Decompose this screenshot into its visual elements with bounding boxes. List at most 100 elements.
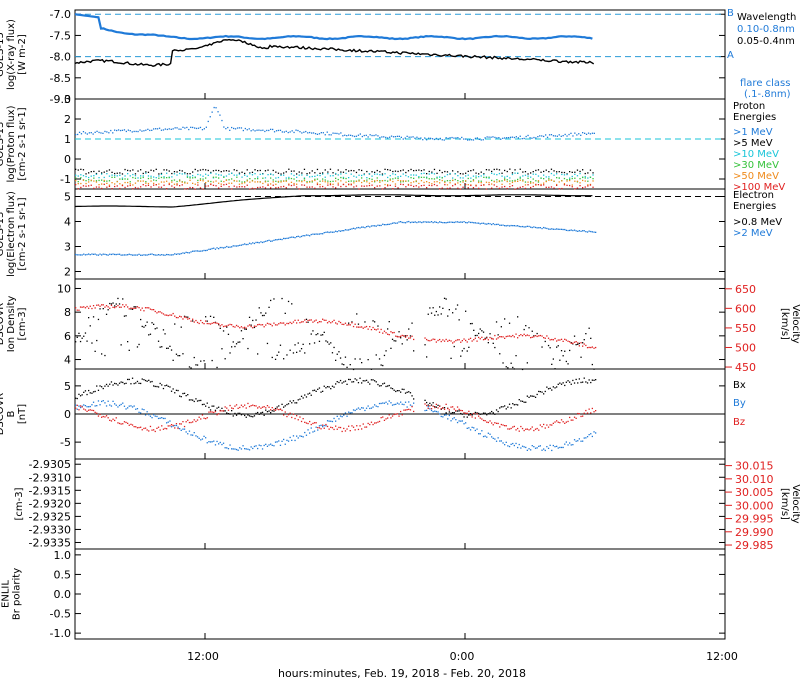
series-velocity-point [151, 309, 153, 311]
series-by-point [253, 445, 256, 448]
series-by-point [175, 424, 178, 427]
series-velocity-point [133, 307, 135, 309]
series-by-point [247, 448, 249, 450]
series-proton-2-point [311, 181, 313, 183]
series-bx-point [131, 377, 134, 379]
series-by-point [159, 417, 161, 419]
series-proton-0-point [400, 170, 402, 172]
series-electron-2mev-point [172, 254, 174, 256]
series-proton-2-point [241, 181, 243, 183]
series-proton-1mev-point [529, 137, 531, 139]
series-proton-1mev-point [369, 134, 371, 136]
series-by-point [305, 434, 308, 436]
series-bz-point [331, 427, 334, 429]
series-proton-0-point [259, 169, 261, 172]
series-electron-2mev-point [531, 226, 533, 229]
series-proton-1mev-point [330, 134, 332, 136]
series-electron-2mev-point [307, 234, 309, 236]
series-by-point [161, 417, 163, 419]
series-proton-4-point [251, 187, 254, 189]
series-electron-2mev-point [382, 223, 384, 225]
series-proton-3-point [129, 183, 131, 185]
series-ion-density-point [453, 345, 455, 348]
series-bz-point [554, 421, 556, 423]
series-by-point [245, 448, 247, 450]
y-axis-label: DSCOVR Ion Density [cm-3] [0, 296, 28, 353]
series-proton-4-point [192, 187, 194, 189]
series-proton-1-point [215, 173, 217, 175]
series-velocity-point [273, 322, 275, 324]
series-proton-1mev-point [584, 132, 586, 134]
series-by-point [135, 408, 137, 410]
y2-tick-label: 650 [735, 283, 756, 296]
series-bx-point [430, 404, 433, 406]
series-ion-density-point [484, 337, 486, 339]
series-bz-point [286, 415, 288, 418]
series-bz-point [115, 417, 117, 419]
series-proton-3-point [77, 183, 79, 185]
series-bx-point [123, 383, 126, 385]
series-by-point [174, 424, 176, 427]
y-label-line: [nT] [17, 404, 28, 424]
series-bx-point [94, 390, 96, 393]
series-velocity-point [115, 306, 117, 308]
series-electron-2mev-point [287, 237, 290, 239]
series-electron-2mev-point [211, 247, 213, 250]
series-proton-1mev-point [539, 135, 541, 137]
series-bz-point [560, 419, 563, 421]
series-bz-point [109, 419, 111, 421]
series-proton-1mev-point [275, 130, 278, 132]
series-proton-1-point [267, 174, 269, 176]
series-proton-4-point [111, 188, 113, 190]
series-by-point [133, 405, 135, 407]
series-by-point [357, 407, 360, 409]
y-tick-label: 4 [64, 216, 71, 229]
series-proton-2-point [535, 180, 537, 182]
series-bz-point [271, 407, 273, 409]
series-bz-point [543, 423, 545, 426]
y2-tick-label: 30.015 [735, 460, 774, 473]
series-by-point [266, 445, 269, 447]
series-bx-point [221, 407, 223, 409]
series-proton-0-point [530, 172, 532, 174]
series-proton-2-point [532, 178, 534, 180]
series-by-point [549, 444, 551, 446]
series-velocity-point [81, 306, 83, 308]
series-bz-point [510, 427, 512, 430]
series-proton-3-point [355, 180, 358, 182]
series-proton-4-point [428, 184, 430, 186]
series-bx-point [312, 389, 314, 392]
series-proton-3-point [509, 183, 511, 185]
series-proton-3-point [288, 183, 290, 185]
series-proton-3-point [358, 180, 360, 182]
series-velocity-point [335, 322, 337, 324]
series-velocity-point [206, 322, 208, 325]
series-bz-point [231, 407, 233, 409]
series-proton-3-point [301, 181, 303, 183]
series-by-point [109, 404, 111, 406]
series-bx-point [539, 391, 541, 393]
series-proton-3-point [522, 180, 524, 182]
series-bz-point [400, 410, 402, 413]
y-tick-label: -5 [60, 436, 71, 449]
series-proton-3-point [241, 182, 243, 185]
series-bz-point [99, 413, 101, 416]
series-proton-3-point [384, 183, 386, 186]
series-proton-4-point [329, 184, 332, 186]
series-electron-2mev-point [388, 223, 390, 225]
series-proton-2-point [88, 179, 90, 181]
series-by-point [554, 446, 556, 448]
series-velocity-point [125, 304, 127, 306]
series-bx-point [276, 406, 278, 408]
series-proton-0-point [241, 171, 243, 173]
series-bz-point [437, 407, 439, 409]
series-bz-point [375, 422, 377, 424]
series-velocity-point [517, 337, 519, 339]
series-by-point [543, 448, 545, 450]
series-ion-density-point [331, 352, 334, 354]
series-by-point [521, 445, 524, 447]
series-proton-1mev-point [205, 126, 207, 128]
series-electron-2mev-point [203, 249, 205, 252]
series-proton-3-point [574, 180, 576, 182]
series-proton-0-point [433, 168, 436, 171]
